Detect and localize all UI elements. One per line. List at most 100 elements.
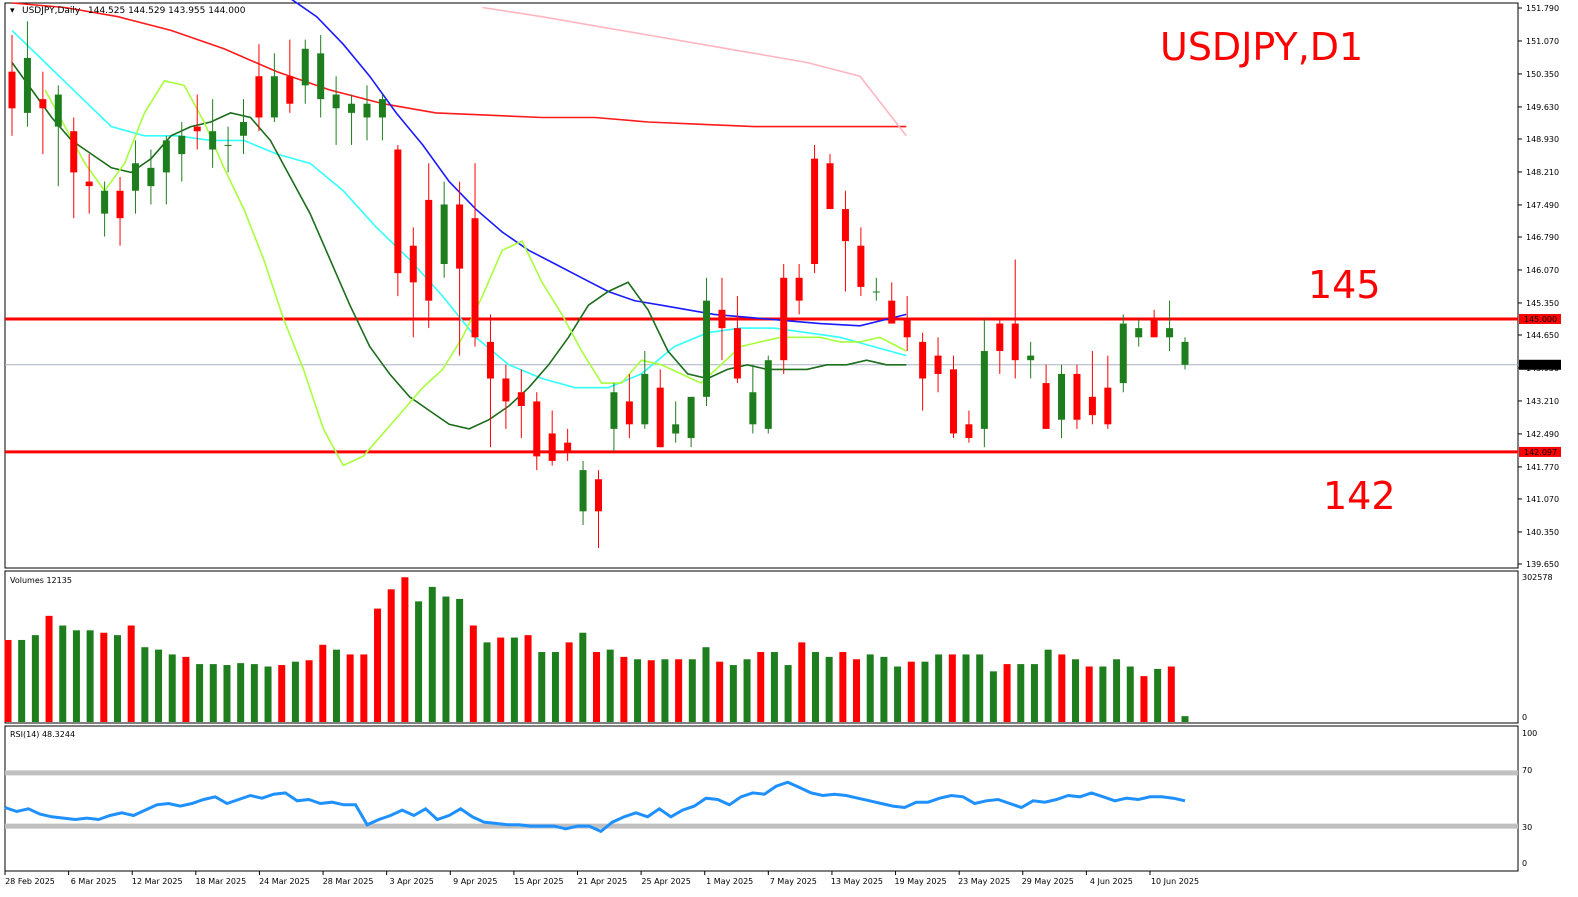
- candle-body: [919, 341, 927, 379]
- price-tick-label: 140.350: [1526, 528, 1559, 537]
- candle-body: [394, 149, 402, 274]
- rsi-axis-100: 100: [1522, 729, 1537, 738]
- volume-bar: [483, 642, 491, 722]
- price-tag: [1519, 446, 1561, 457]
- volume-bar: [634, 659, 642, 722]
- volume-bar: [1167, 666, 1175, 722]
- candle-body: [23, 57, 31, 113]
- time-tick-label: 21 Apr 2025: [578, 877, 627, 886]
- volume-bar: [853, 659, 861, 722]
- candle-body: [872, 291, 880, 293]
- price-tick-label: 147.490: [1526, 201, 1559, 210]
- volume-bar: [182, 656, 190, 722]
- volume-bar: [127, 625, 135, 722]
- volume-bar: [100, 632, 108, 722]
- volume-bar: [1113, 659, 1121, 722]
- candle-body: [980, 351, 988, 429]
- candle-body: [317, 53, 325, 100]
- candle-body: [131, 163, 139, 191]
- volume-bar: [770, 652, 778, 722]
- volume-bar: [880, 656, 888, 722]
- volume-bar: [894, 666, 902, 722]
- candle-body: [332, 94, 340, 109]
- volume-bar: [1140, 676, 1148, 722]
- volume-label: Volumes 12135: [10, 576, 72, 585]
- volume-bar: [86, 630, 94, 722]
- volume-bar: [1181, 716, 1189, 722]
- candle-body: [841, 209, 849, 242]
- volume-bar: [4, 639, 12, 722]
- candle-body: [240, 122, 248, 136]
- volume-bar: [620, 656, 628, 722]
- volume-bar: [524, 635, 532, 722]
- candle-body: [209, 131, 217, 150]
- candle-body: [270, 76, 278, 118]
- candle-body: [1181, 341, 1189, 365]
- price-tick-label: 142.490: [1526, 430, 1559, 439]
- volume-bar: [360, 654, 368, 722]
- volume-bar: [250, 664, 258, 722]
- volume-bar: [825, 656, 833, 722]
- volume-bar: [155, 649, 163, 722]
- candle-body: [70, 131, 78, 173]
- price-tick-label: 148.210: [1526, 168, 1559, 177]
- candle-body: [749, 392, 757, 425]
- candle-body: [564, 442, 572, 452]
- volume-bar: [1044, 649, 1052, 722]
- time-tick-label: 18 Mar 2025: [195, 877, 246, 886]
- volume-bar: [196, 664, 204, 722]
- volume-bar: [593, 652, 600, 722]
- volume-bar: [223, 665, 231, 722]
- candle-body: [949, 369, 957, 434]
- price-tick-label: 149.630: [1526, 103, 1559, 112]
- candle-body: [764, 360, 772, 429]
- price-tick-label: 146.070: [1526, 266, 1559, 275]
- candle-body: [1150, 318, 1158, 338]
- levels-layer: [5, 317, 1518, 454]
- volume-bar: [456, 598, 464, 722]
- volume-bar: [469, 625, 477, 722]
- volume-bar: [1072, 659, 1080, 722]
- volume-bar: [811, 652, 819, 722]
- volume-axis-min: 0: [1522, 713, 1527, 722]
- volume-bar: [237, 663, 245, 722]
- volume-layer: [4, 577, 1189, 722]
- candle-body: [857, 245, 865, 287]
- volume-bar: [1099, 666, 1107, 722]
- price-tick-label: 141.770: [1526, 463, 1559, 472]
- volume-bar: [579, 632, 587, 722]
- candle-body: [8, 71, 16, 109]
- big-title: USDJPY,D1: [1160, 25, 1363, 69]
- volume-bar: [1058, 654, 1066, 722]
- candle-body: [348, 103, 356, 113]
- candle-body: [610, 392, 618, 429]
- price-tick-label: 144.650: [1526, 331, 1559, 340]
- candle-body: [780, 277, 788, 361]
- volume-bar: [1085, 666, 1093, 722]
- time-tick-label: 1 May 2025: [706, 877, 753, 886]
- volume-bar: [907, 661, 915, 722]
- candle-body: [517, 392, 525, 406]
- rsi-layer: [4, 770, 1518, 834]
- time-axis: 28 Feb 2025 6 Mar 2025 12 Mar 2025 18 Mar 2…: [4, 871, 1199, 886]
- symbol-menu-icon[interactable]: ▾: [10, 6, 15, 16]
- volume-bar: [374, 608, 382, 722]
- volume-bar: [278, 665, 286, 722]
- candle-body: [224, 144, 232, 146]
- price-tick-label: 143.210: [1526, 397, 1559, 406]
- volume-bar: [729, 665, 737, 722]
- time-tick-label: 28 Mar 2025: [323, 877, 374, 886]
- level-142-label: 142: [1323, 474, 1396, 518]
- rsi-line: [4, 780, 1186, 834]
- candle-body: [672, 424, 680, 434]
- time-tick-label: 7 May 2025: [770, 877, 817, 886]
- time-tick-label: 12 Mar 2025: [132, 877, 183, 886]
- candle-body: [656, 387, 664, 448]
- price-tick-label: 145.350: [1526, 299, 1559, 308]
- time-tick-label: 19 May 2025: [894, 877, 946, 886]
- candle-body: [1135, 328, 1143, 338]
- volume-axis-max: 302578: [1522, 573, 1553, 582]
- price-tag: [1519, 313, 1561, 324]
- candle-body: [486, 341, 494, 379]
